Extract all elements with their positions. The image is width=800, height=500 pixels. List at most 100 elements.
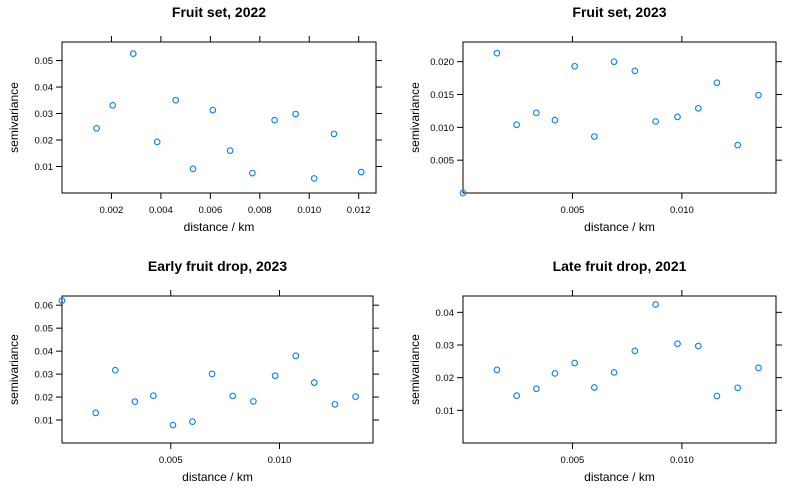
data-point xyxy=(532,385,540,393)
y-tick-label: 0.05 xyxy=(35,324,54,335)
panel-fruit-set-2022: 0.002 0.004 0.006 0.008 0.010 0.012 0.01 0.02 0.… xyxy=(7,4,382,234)
x-tick-label: 0.004 xyxy=(149,205,173,216)
data-point xyxy=(713,79,721,87)
x-tick-label: 0.012 xyxy=(347,205,371,216)
data-point xyxy=(292,110,299,118)
data-point xyxy=(610,58,618,66)
data-point xyxy=(551,116,559,124)
y-tick-label: 0.03 xyxy=(436,341,455,352)
data-point xyxy=(330,130,338,138)
plot-frame xyxy=(462,41,777,194)
data-point xyxy=(352,393,359,400)
y-tick-label: 0.06 xyxy=(35,301,54,312)
data-point xyxy=(149,392,157,400)
data-point xyxy=(652,118,659,125)
data-point xyxy=(189,418,196,425)
y-tick-label: 0.03 xyxy=(35,109,54,120)
x-tick-label: 0.010 xyxy=(670,205,694,216)
y-tick-label: 0.020 xyxy=(430,57,454,68)
x-tick-label: 0.005 xyxy=(561,455,585,466)
panel-title: Late fruit drop, 2021 xyxy=(553,258,687,274)
y-tick-label: 0.01 xyxy=(35,162,54,173)
data-point xyxy=(153,138,161,146)
data-point xyxy=(357,168,365,176)
data-point xyxy=(513,392,520,399)
data-point xyxy=(631,67,639,75)
data-point xyxy=(189,165,197,173)
panel-title: Fruit set, 2022 xyxy=(172,4,266,20)
data-point xyxy=(493,49,501,57)
panel-title: Early fruit drop, 2023 xyxy=(148,258,287,274)
y-axis-label: semivariance xyxy=(7,334,21,405)
x-axis-label: distance / km xyxy=(584,220,655,234)
data-point xyxy=(249,169,256,177)
data-point xyxy=(532,109,540,117)
data-point xyxy=(459,189,467,197)
data-point xyxy=(551,370,559,377)
data-point xyxy=(111,366,119,374)
data-point xyxy=(271,372,279,380)
data-point xyxy=(310,175,318,182)
data-point xyxy=(93,125,100,132)
y-tick-label: 0.01 xyxy=(436,406,455,417)
plot-frame xyxy=(61,295,374,444)
data-point xyxy=(755,91,762,99)
data-point xyxy=(209,106,217,114)
y-tick-label: 0.03 xyxy=(35,370,54,381)
data-point xyxy=(755,364,762,372)
data-point xyxy=(229,392,237,400)
panel-late-fruit-drop-2021: 0.005 0.010 0.01 0.02 0.03 0.04 Late fruit dro… xyxy=(408,258,782,484)
data-point xyxy=(131,398,139,406)
data-point xyxy=(271,116,278,124)
y-axis-label: semivariance xyxy=(408,82,422,153)
data-point xyxy=(571,359,578,367)
plot-frame xyxy=(61,41,377,194)
x-axis-label: distance / km xyxy=(182,470,253,484)
x-tick-label: 0.002 xyxy=(100,205,124,216)
data-point xyxy=(694,342,702,350)
y-tick-label: 0.02 xyxy=(35,393,54,404)
x-tick-label: 0.008 xyxy=(248,205,272,216)
x-tick-label: 0.010 xyxy=(297,205,321,216)
panel-fruit-set-2023: 0.005 0.010 0.005 0.010 0.015 0.020 Fruit set,… xyxy=(408,4,782,234)
x-tick-label: 0.005 xyxy=(561,205,585,216)
data-point xyxy=(172,96,180,104)
y-tick-label: 0.015 xyxy=(430,90,454,101)
data-point xyxy=(129,50,137,58)
y-tick-label: 0.02 xyxy=(35,136,54,147)
data-point xyxy=(226,147,234,154)
y-tick-label: 0.01 xyxy=(35,416,54,427)
y-tick-label: 0.05 xyxy=(35,56,54,67)
x-tick-label: 0.005 xyxy=(159,455,183,466)
data-point xyxy=(493,366,501,374)
data-point xyxy=(674,113,681,121)
data-point xyxy=(652,301,659,308)
data-point xyxy=(590,133,598,140)
panel-early-fruit-drop-2023: 0.005 0.010 0.01 0.02 0.03 0.04 0.05 0.06 Early … xyxy=(7,258,379,484)
data-point xyxy=(713,392,721,400)
data-point xyxy=(674,340,681,348)
x-tick-label: 0.010 xyxy=(670,455,694,466)
data-point xyxy=(734,141,742,149)
y-tick-label: 0.04 xyxy=(35,347,54,358)
data-point xyxy=(58,297,66,304)
y-tick-label: 0.04 xyxy=(35,83,54,94)
y-axis-label: semivariance xyxy=(408,334,422,405)
x-axis-label: distance / km xyxy=(584,470,655,484)
data-point xyxy=(631,347,639,355)
data-point xyxy=(513,121,520,129)
data-point xyxy=(331,401,339,408)
y-tick-label: 0.04 xyxy=(436,308,455,319)
data-point xyxy=(310,379,318,386)
data-point xyxy=(610,369,618,376)
data-point xyxy=(92,409,100,417)
x-tick-label: 0.006 xyxy=(198,205,222,216)
y-tick-label: 0.010 xyxy=(430,123,454,134)
y-axis-label: semivariance xyxy=(7,82,21,153)
data-point xyxy=(590,384,598,391)
data-point xyxy=(734,384,742,392)
data-point xyxy=(292,352,300,360)
x-axis-label: distance / km xyxy=(184,220,255,234)
data-point xyxy=(208,370,216,378)
